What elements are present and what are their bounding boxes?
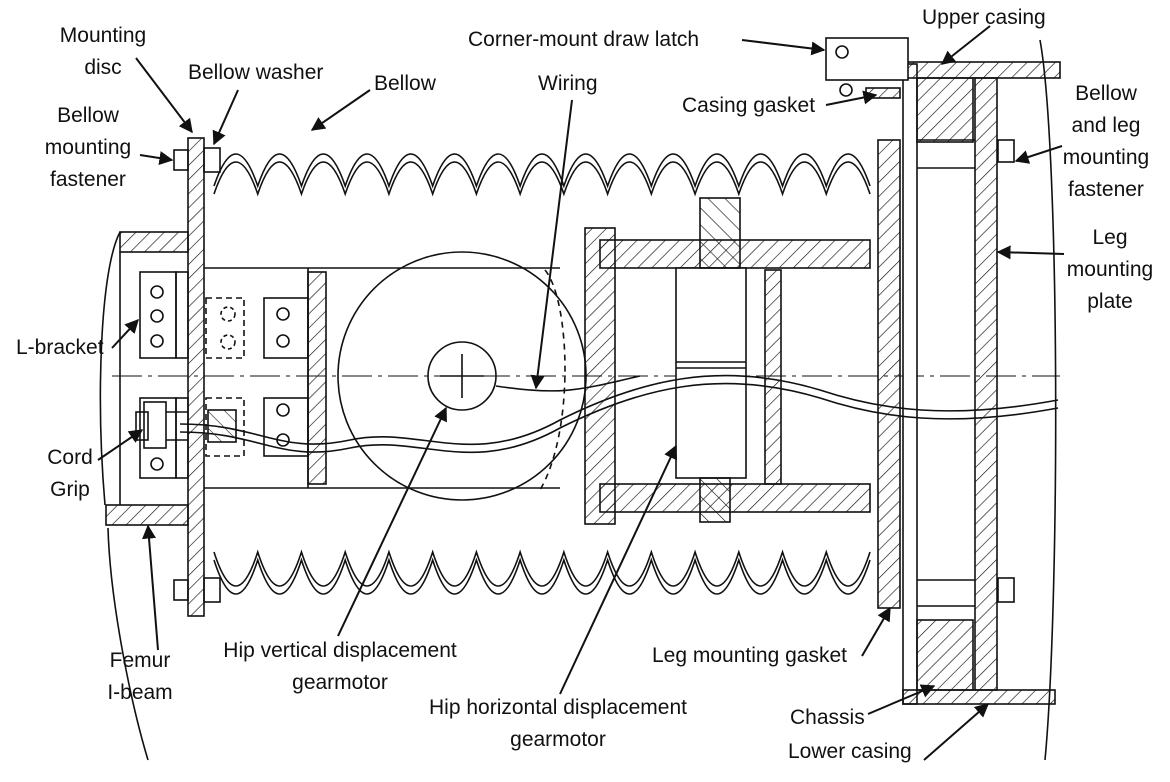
label-wiring: Wiring [538, 72, 598, 95]
gear-frame-outer [584, 227, 616, 525]
label-hip-horizontal: Hip horizontal displacement gearmotor [406, 692, 710, 756]
leader-bellow [310, 89, 371, 131]
label-upper-casing: Upper casing [922, 6, 1046, 29]
label-mounting-disc: Mounting disc [48, 20, 158, 84]
leader-hip-vertical [337, 406, 447, 637]
motor-housing-outline [204, 267, 560, 489]
bellow-fastener-bottom-left [173, 579, 189, 601]
leader-l-bracket [111, 318, 139, 349]
leader-leg-gasket [861, 606, 891, 657]
label-bellow-leg-fastener: Bellow and leg mounting fastener [1046, 78, 1166, 206]
hip-horizontal-motor [675, 267, 747, 479]
label-line: Mounting [59, 24, 147, 47]
leader-hip-horizontal [559, 444, 678, 695]
femur-flange-top [119, 231, 189, 253]
label-line: plate [1087, 290, 1133, 313]
leader-bellow-mounting-fastener [139, 151, 174, 165]
label-chassis: Chassis [790, 706, 865, 729]
cord-grip-body [143, 401, 167, 449]
leader-mounting-disc [135, 57, 193, 134]
label-line: gearmotor [510, 728, 606, 751]
label-l-bracket: L-bracket [16, 336, 104, 359]
label-lower-casing: Lower casing [788, 740, 912, 763]
label-leg-mounting-plate: Leg mounting plate [1050, 222, 1170, 318]
label-line: mounting [1062, 146, 1150, 169]
label-cord-grip: Cord Grip [30, 442, 110, 506]
label-hip-vertical: Hip vertical displacement gearmotor [200, 635, 480, 699]
femur-outline-bottom [107, 527, 149, 761]
leader-casing-gasket [825, 90, 878, 106]
label-casing-gasket: Casing gasket [682, 94, 816, 117]
bellow-fold-outer [213, 557, 871, 595]
leader-wiring [530, 99, 573, 390]
bellow-fold-inner [213, 549, 871, 587]
wiring-cable [179, 374, 1059, 446]
label-line: Femur [109, 649, 171, 672]
label-line: disc [84, 56, 122, 79]
chassis-wall [902, 63, 918, 705]
bellow-fold-inner [213, 161, 871, 197]
leader-chassis [867, 684, 936, 715]
label-bellow: Bellow [374, 72, 436, 95]
label-corner-latch: Corner-mount draw latch [468, 28, 700, 51]
label-line: Grip [50, 478, 90, 501]
label-line: mounting [1066, 258, 1154, 281]
leader-femur [142, 524, 159, 651]
label-bellow-mounting-fastener: Bellow mounting fastener [28, 100, 148, 196]
leg-mounting-gasket [877, 139, 901, 609]
femur-flange-bottom [105, 504, 189, 526]
lower-casing [902, 689, 1056, 705]
l-bracket-upper [139, 271, 177, 359]
label-bellow-washer: Bellow washer [188, 61, 324, 84]
leader-leg-mounting-plate [996, 245, 1065, 260]
draw-latch [825, 37, 909, 81]
label-femur-ibeam: Femur I-beam [90, 645, 190, 709]
leader-cord-grip [97, 429, 144, 461]
label-line: fastener [1068, 178, 1144, 201]
leader-bellow-washer [212, 89, 239, 146]
label-line: and leg [1071, 114, 1141, 137]
label-line: Hip horizontal displacement [429, 696, 687, 719]
leader-upper-casing [940, 25, 991, 65]
label-line: Bellow [57, 104, 119, 127]
leader-latch [741, 39, 826, 56]
label-line: I-beam [107, 681, 173, 704]
bellow-fastener-top-left [173, 149, 189, 171]
bellow-bottom [213, 549, 871, 595]
bellow-fold-outer [213, 153, 871, 189]
label-line: Hip vertical displacement [223, 639, 457, 662]
label-leg-mounting-gasket: Leg mounting gasket [652, 644, 847, 667]
leader-bellow-leg-fastener [1014, 145, 1063, 164]
leader-lower-casing [923, 703, 990, 761]
label-line: Cord [47, 446, 93, 469]
label-line: Leg [1092, 226, 1128, 249]
leg-mounting-plate [974, 77, 998, 691]
label-line: Bellow [1075, 82, 1137, 105]
bellow-top [213, 153, 871, 197]
mounting-disc [187, 137, 205, 617]
label-line: mounting [44, 136, 132, 159]
upper-casing-block [916, 77, 974, 143]
femur-outline-top [99, 231, 121, 506]
label-line: gearmotor [292, 671, 388, 694]
label-line: fastener [50, 168, 126, 191]
